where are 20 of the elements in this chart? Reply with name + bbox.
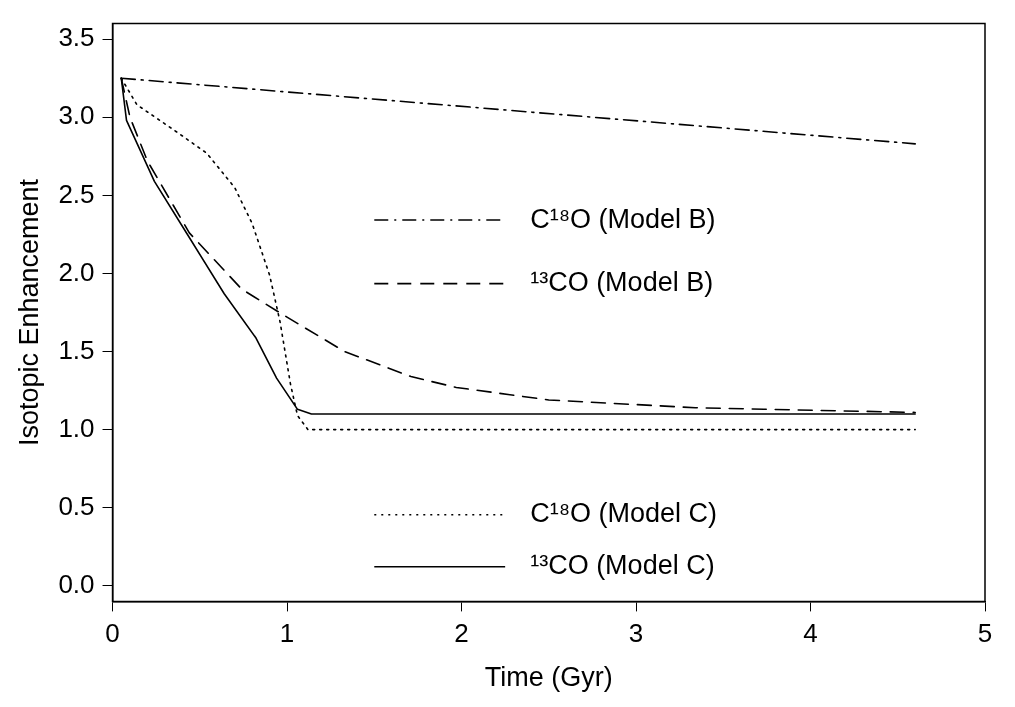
- y-axis-title: Isotopic Enhancement: [13, 178, 44, 447]
- legend-label: ¹³CO (Model B): [530, 267, 714, 298]
- x-tick-label: 4: [803, 618, 818, 649]
- y-tick-label: 0.0: [58, 568, 95, 599]
- x-axis-title: Time (Gyr): [484, 662, 613, 693]
- y-tick-label: 0.5: [58, 490, 95, 521]
- x-tick-label: 3: [628, 618, 644, 649]
- x-tick-label: 2: [454, 618, 469, 649]
- legend-label: ¹³CO (Model C): [530, 550, 715, 581]
- y-tick-label: 1.0: [58, 412, 95, 443]
- y-tick-label: 2.0: [58, 256, 95, 287]
- x-tick-label: 5: [977, 618, 993, 649]
- legend-label: C¹⁸O (Model B): [530, 203, 716, 234]
- y-tick-label: 3.0: [58, 100, 95, 131]
- y-tick-label: 3.5: [58, 22, 95, 53]
- x-tick-label: 0: [105, 618, 120, 649]
- x-tick-label: 1: [279, 618, 295, 649]
- y-tick-label: 2.5: [58, 178, 95, 209]
- y-tick-label: 1.5: [58, 334, 95, 365]
- legend-label: C¹⁸O (Model C): [530, 498, 718, 529]
